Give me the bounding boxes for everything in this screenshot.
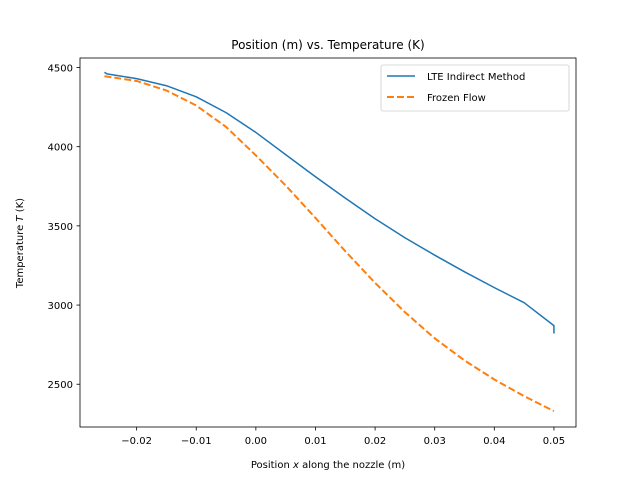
x-axis-label: Position x along the nozzle (m)	[251, 460, 405, 471]
y-tick-label: 3000	[48, 301, 73, 312]
x-tick-label: 0.02	[364, 436, 386, 447]
legend-label-lte: LTE Indirect Method	[427, 72, 525, 83]
series-line-frozen-flow	[104, 75, 555, 413]
x-axis-ticks: −0.02 −0.01 0.00 0.01 0.02 0.03 0.04 0.05	[121, 427, 565, 447]
chart-title: Position (m) vs. Temperature (K)	[231, 38, 424, 52]
x-tick-label: −0.01	[181, 436, 212, 447]
x-tick-label: −0.02	[121, 436, 152, 447]
y-tick-label: 2500	[48, 380, 73, 391]
x-tick-label: 0.03	[424, 436, 446, 447]
series-line-lte-indirect-method	[104, 71, 555, 334]
legend-label-frozen: Frozen Flow	[427, 93, 486, 104]
y-axis-label: Temperature T (K)	[15, 198, 26, 289]
x-tick-label: 0.00	[245, 436, 267, 447]
x-tick-label: 0.04	[483, 436, 505, 447]
y-axis-ticks: 2500 3000 3500 4000 4500	[48, 64, 80, 391]
x-tick-label: 0.05	[543, 436, 565, 447]
legend: LTE Indirect Method Frozen Flow	[380, 64, 570, 112]
legend-box	[380, 64, 570, 112]
y-tick-label: 4000	[48, 143, 73, 154]
plot-frame	[79, 57, 577, 428]
y-tick-label: 4500	[48, 64, 73, 75]
y-tick-label: 3500	[48, 222, 73, 233]
x-tick-label: 0.01	[304, 436, 326, 447]
plot-lines	[104, 71, 555, 413]
